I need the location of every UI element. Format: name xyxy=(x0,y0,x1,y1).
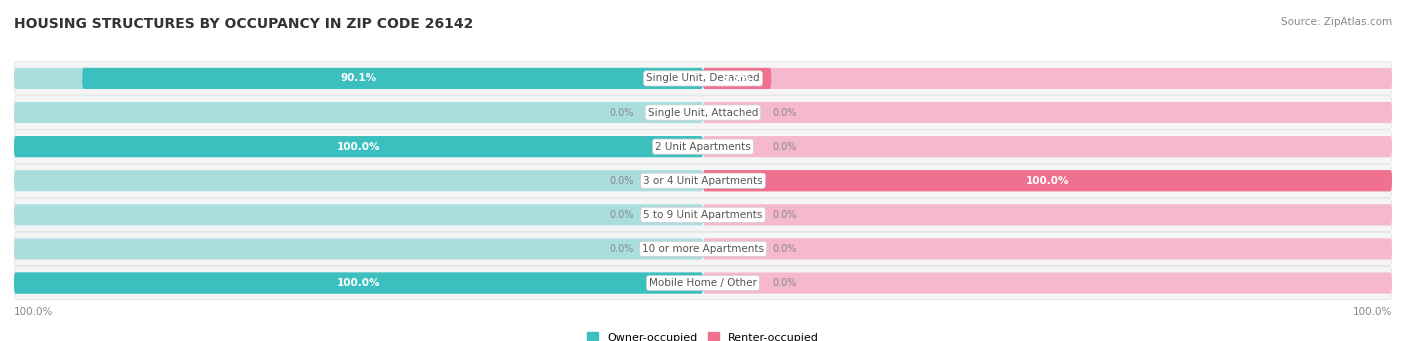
FancyBboxPatch shape xyxy=(703,68,1392,89)
Text: Mobile Home / Other: Mobile Home / Other xyxy=(650,278,756,288)
Text: 100.0%: 100.0% xyxy=(337,278,380,288)
FancyBboxPatch shape xyxy=(703,136,1392,157)
Text: 0.0%: 0.0% xyxy=(610,244,634,254)
Text: 0.0%: 0.0% xyxy=(772,244,796,254)
Text: Single Unit, Detached: Single Unit, Detached xyxy=(647,73,759,84)
FancyBboxPatch shape xyxy=(14,198,1392,232)
Text: 0.0%: 0.0% xyxy=(772,278,796,288)
FancyBboxPatch shape xyxy=(14,170,703,191)
FancyBboxPatch shape xyxy=(14,164,1392,197)
Text: Single Unit, Attached: Single Unit, Attached xyxy=(648,107,758,118)
FancyBboxPatch shape xyxy=(14,102,703,123)
Text: 100.0%: 100.0% xyxy=(14,307,53,317)
Text: 10 or more Apartments: 10 or more Apartments xyxy=(643,244,763,254)
FancyBboxPatch shape xyxy=(703,238,1392,260)
FancyBboxPatch shape xyxy=(14,136,703,157)
Text: 5 to 9 Unit Apartments: 5 to 9 Unit Apartments xyxy=(644,210,762,220)
FancyBboxPatch shape xyxy=(14,232,1392,266)
Text: 0.0%: 0.0% xyxy=(610,107,634,118)
FancyBboxPatch shape xyxy=(14,272,703,294)
FancyBboxPatch shape xyxy=(703,204,1392,225)
Legend: Owner-occupied, Renter-occupied: Owner-occupied, Renter-occupied xyxy=(582,328,824,341)
FancyBboxPatch shape xyxy=(14,204,703,225)
Text: HOUSING STRUCTURES BY OCCUPANCY IN ZIP CODE 26142: HOUSING STRUCTURES BY OCCUPANCY IN ZIP C… xyxy=(14,17,474,31)
Text: 0.0%: 0.0% xyxy=(610,176,634,186)
FancyBboxPatch shape xyxy=(83,68,703,89)
Text: 9.9%: 9.9% xyxy=(723,73,751,84)
FancyBboxPatch shape xyxy=(14,272,703,294)
Text: 0.0%: 0.0% xyxy=(772,107,796,118)
Text: 100.0%: 100.0% xyxy=(337,142,380,152)
FancyBboxPatch shape xyxy=(14,266,1392,300)
Text: Source: ZipAtlas.com: Source: ZipAtlas.com xyxy=(1281,17,1392,27)
FancyBboxPatch shape xyxy=(703,272,1392,294)
Text: 0.0%: 0.0% xyxy=(772,142,796,152)
FancyBboxPatch shape xyxy=(14,96,1392,129)
FancyBboxPatch shape xyxy=(14,130,1392,163)
FancyBboxPatch shape xyxy=(703,170,1392,191)
FancyBboxPatch shape xyxy=(703,170,1392,191)
FancyBboxPatch shape xyxy=(14,68,703,89)
FancyBboxPatch shape xyxy=(703,68,772,89)
Text: 100.0%: 100.0% xyxy=(1353,307,1392,317)
Text: 100.0%: 100.0% xyxy=(1026,176,1069,186)
Text: 0.0%: 0.0% xyxy=(610,210,634,220)
FancyBboxPatch shape xyxy=(14,238,703,260)
FancyBboxPatch shape xyxy=(14,136,703,157)
Text: 90.1%: 90.1% xyxy=(340,73,377,84)
FancyBboxPatch shape xyxy=(703,102,1392,123)
Text: 2 Unit Apartments: 2 Unit Apartments xyxy=(655,142,751,152)
Text: 3 or 4 Unit Apartments: 3 or 4 Unit Apartments xyxy=(643,176,763,186)
Text: 0.0%: 0.0% xyxy=(772,210,796,220)
FancyBboxPatch shape xyxy=(14,62,1392,95)
